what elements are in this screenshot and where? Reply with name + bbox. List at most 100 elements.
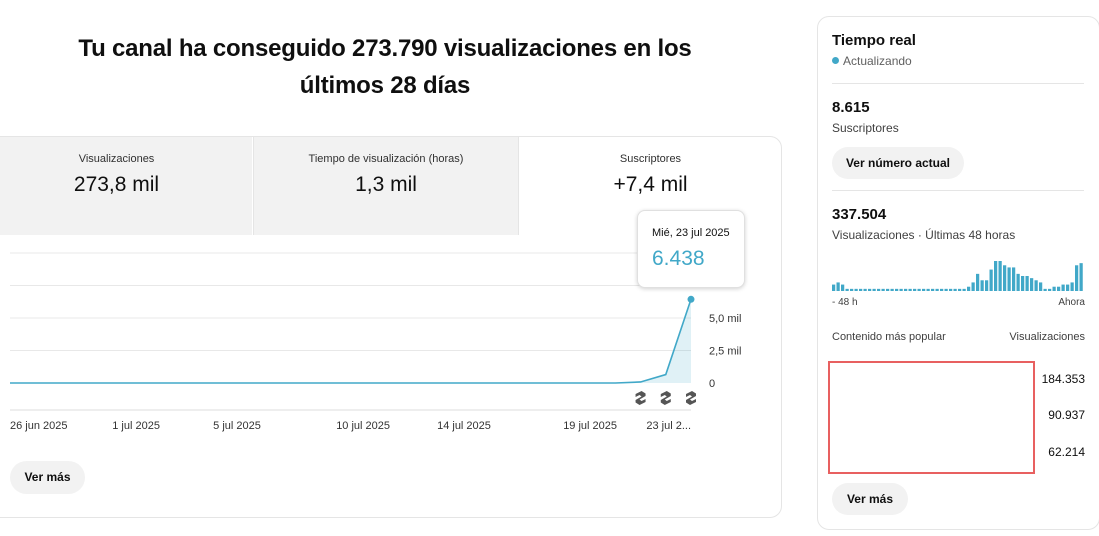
content-views-value: 184.353 bbox=[1041, 372, 1085, 386]
realtime-bar bbox=[832, 284, 836, 291]
series-line bbox=[10, 299, 692, 384]
realtime-bar bbox=[1079, 263, 1083, 291]
x-tick-label: 5 jul 2025 bbox=[213, 420, 261, 432]
realtime-bar bbox=[1043, 288, 1047, 291]
realtime-bar bbox=[1012, 267, 1016, 291]
realtime-bar bbox=[953, 288, 957, 291]
realtime-bar bbox=[967, 286, 971, 291]
chart-tooltip: Mié, 23 jul 2025 6.438 bbox=[637, 210, 745, 288]
shorts-icon bbox=[660, 391, 671, 405]
x-tick-label: 26 jun 2025 bbox=[10, 420, 68, 432]
realtime-bar bbox=[1066, 284, 1070, 291]
content-views-value: 62.214 bbox=[1048, 445, 1085, 459]
realtime-views-count: 337.504 bbox=[832, 206, 887, 223]
subscriber-label: Suscriptores bbox=[832, 121, 899, 135]
x-tick-label: 1 jul 2025 bbox=[112, 420, 160, 432]
realtime-bar bbox=[854, 288, 858, 291]
realtime-bar bbox=[1070, 282, 1074, 291]
y-tick-label: 2,5 mil bbox=[709, 346, 741, 358]
realtime-bar bbox=[935, 288, 939, 291]
realtime-status: Actualizando bbox=[832, 54, 912, 68]
mini-axis-right: Ahora bbox=[1058, 297, 1085, 308]
metric-tab-watch-time[interactable]: Tiempo de visualización (horas) 1,3 mil bbox=[253, 137, 518, 235]
realtime-views-label: Visualizaciones · Últimas 48 horas bbox=[832, 228, 1016, 242]
realtime-bar-chart bbox=[832, 261, 1083, 291]
realtime-bar bbox=[1003, 265, 1007, 291]
top-content-header: Contenido más popular bbox=[832, 331, 946, 343]
realtime-bar bbox=[1048, 288, 1052, 291]
realtime-bar bbox=[895, 288, 899, 291]
realtime-bar bbox=[944, 288, 948, 291]
data-point bbox=[687, 295, 695, 303]
see-more-button[interactable]: Ver más bbox=[10, 461, 85, 494]
realtime-bar bbox=[1025, 276, 1029, 291]
top-content-list-placeholder[interactable] bbox=[828, 361, 1035, 474]
realtime-bar bbox=[922, 288, 926, 291]
y-tick-label: 5,0 mil bbox=[709, 313, 741, 325]
metric-value: 273,8 mil bbox=[73, 173, 160, 196]
realtime-bar bbox=[1021, 276, 1025, 291]
realtime-bar bbox=[1034, 280, 1038, 291]
realtime-bar bbox=[1057, 286, 1061, 291]
live-dot-icon bbox=[832, 57, 839, 64]
realtime-bar bbox=[886, 288, 890, 291]
realtime-bar bbox=[949, 288, 953, 291]
realtime-bar bbox=[1030, 278, 1034, 291]
realtime-bar bbox=[958, 288, 962, 291]
realtime-bar bbox=[917, 288, 921, 291]
x-tick-label: 23 jul 2... bbox=[646, 420, 691, 432]
realtime-bar bbox=[904, 288, 908, 291]
realtime-bar bbox=[836, 282, 840, 291]
realtime-bar bbox=[994, 261, 998, 291]
realtime-bar bbox=[908, 288, 912, 291]
realtime-bar bbox=[976, 273, 980, 291]
headline-line-1: Tu canal ha conseguido 273.790 visualiza… bbox=[78, 35, 692, 62]
realtime-bar bbox=[913, 288, 917, 291]
realtime-bar bbox=[850, 288, 854, 291]
realtime-bar bbox=[863, 288, 867, 291]
realtime-bar bbox=[872, 288, 876, 291]
overview-card: Visualizaciones 273,8 mil Tiempo de visu… bbox=[0, 136, 782, 518]
views-line-chart: 5,0 mil 2,5 mil 0 26 jun 2025 1 jul 2025 5 ju… bbox=[10, 252, 741, 432]
realtime-bar bbox=[1016, 273, 1020, 291]
realtime-bar bbox=[859, 288, 863, 291]
headline-line-2: últimos 28 días bbox=[299, 72, 471, 99]
realtime-bar bbox=[890, 288, 894, 291]
shorts-icon bbox=[686, 391, 696, 405]
realtime-bar bbox=[1039, 282, 1043, 291]
mini-axis-left: - 48 h bbox=[832, 297, 858, 308]
realtime-bar bbox=[845, 288, 849, 291]
realtime-title: Tiempo real bbox=[832, 32, 916, 49]
realtime-bar bbox=[962, 288, 966, 291]
metric-value: +7,4 mil bbox=[613, 173, 688, 196]
realtime-status-label: Actualizando bbox=[843, 54, 912, 68]
views-column-header: Visualizaciones bbox=[1009, 331, 1085, 343]
realtime-bar bbox=[841, 284, 845, 291]
realtime-bar bbox=[877, 288, 881, 291]
realtime-bar bbox=[1052, 286, 1056, 291]
metric-label: Visualizaciones bbox=[78, 153, 155, 165]
realtime-bar bbox=[940, 288, 944, 291]
realtime-card: Tiempo real Actualizando 8.615 Suscripto… bbox=[817, 16, 1099, 530]
realtime-bar bbox=[989, 269, 993, 291]
realtime-bar bbox=[998, 261, 1002, 291]
tooltip-date: Mié, 23 jul 2025 bbox=[652, 227, 730, 239]
realtime-bar bbox=[985, 280, 989, 291]
series-area bbox=[10, 299, 691, 383]
realtime-bar bbox=[971, 282, 975, 291]
x-tick-label: 14 jul 2025 bbox=[437, 420, 491, 432]
realtime-see-more-button[interactable]: Ver más bbox=[832, 483, 908, 515]
realtime-bar bbox=[931, 288, 935, 291]
see-current-number-button[interactable]: Ver número actual bbox=[832, 147, 964, 179]
metric-tab-views[interactable]: Visualizaciones 273,8 mil bbox=[0, 137, 252, 235]
realtime-bar bbox=[881, 288, 885, 291]
realtime-bar bbox=[980, 280, 984, 291]
headline: Tu canal ha conseguido 273.790 visualiza… bbox=[0, 30, 770, 104]
divider bbox=[832, 190, 1084, 191]
y-tick-label: 0 bbox=[709, 378, 715, 390]
subscriber-count: 8.615 bbox=[832, 99, 870, 116]
tooltip-value: 6.438 bbox=[652, 247, 705, 270]
metric-tab-subscribers[interactable]: Suscriptores +7,4 mil bbox=[518, 137, 781, 235]
realtime-bar bbox=[926, 288, 930, 291]
divider bbox=[832, 83, 1084, 84]
